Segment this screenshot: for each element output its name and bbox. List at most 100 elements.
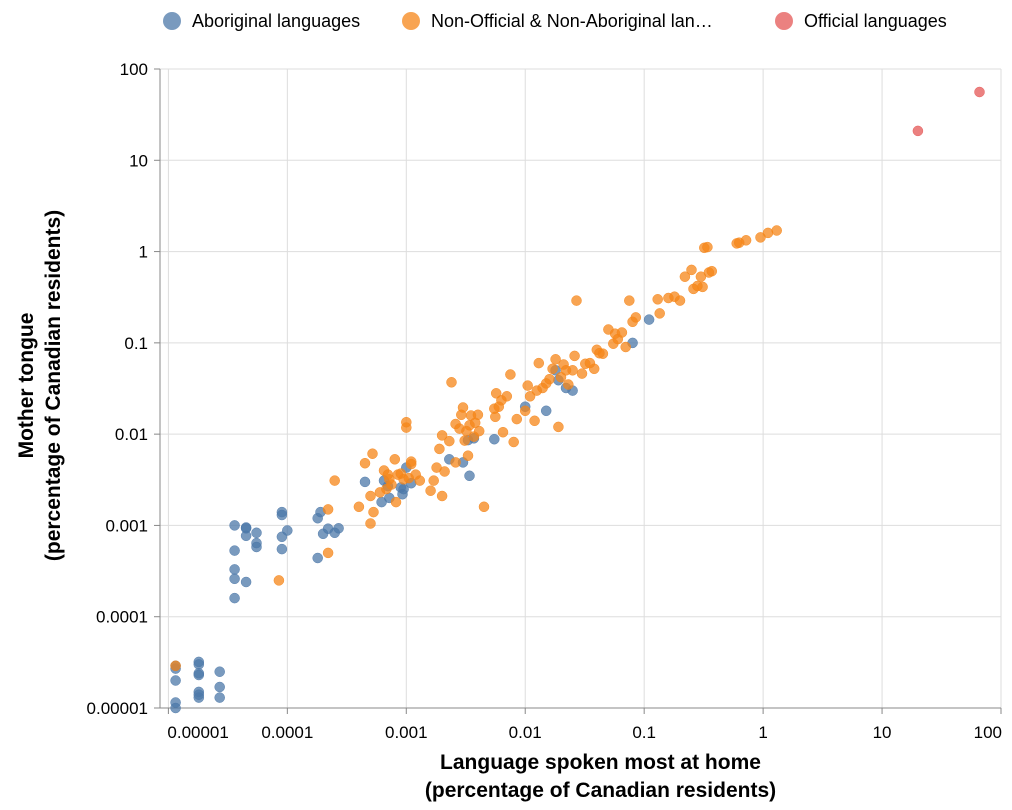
data-point	[434, 443, 445, 455]
data-point	[464, 470, 475, 482]
data-point	[251, 541, 262, 553]
data-point	[390, 496, 402, 508]
data-point	[706, 265, 718, 277]
data-point	[912, 125, 924, 137]
x-tick-label: 0.001	[385, 723, 428, 742]
y-tick-label: 0.01	[115, 425, 148, 444]
data-point	[762, 227, 774, 239]
y-tick-label: 100	[120, 60, 148, 79]
data-point	[478, 501, 490, 513]
x-tick-label: 0.0001	[261, 723, 313, 742]
data-point	[679, 271, 691, 282]
data-point	[563, 379, 574, 390]
y-tick-label: 0.0001	[96, 608, 148, 627]
legend-symbol	[775, 12, 793, 30]
data-point	[368, 506, 379, 518]
legend-item[interactable]: Non-Official & Non-Aboriginal lan…	[402, 11, 713, 31]
y-tick-label: 10	[129, 151, 148, 170]
y-axis-title: Mother tongue	[15, 313, 38, 459]
data-point	[229, 592, 240, 604]
data-point	[170, 660, 181, 672]
data-point	[459, 435, 470, 446]
legend-label: Aboriginal languages	[192, 11, 360, 31]
data-point	[193, 659, 205, 670]
data-point	[511, 413, 523, 425]
data-point	[353, 501, 365, 513]
data-point	[333, 523, 344, 534]
legend-item[interactable]: Aboriginal languages	[163, 11, 360, 31]
data-point	[439, 466, 450, 477]
data-point	[473, 425, 485, 437]
data-point	[553, 421, 564, 433]
legend-label: Official languages	[804, 11, 947, 31]
data-point	[276, 509, 288, 521]
legend-symbol	[163, 12, 181, 30]
legend-item[interactable]: Official languages	[775, 11, 947, 31]
x-tick-label: 0.00001	[167, 723, 228, 742]
data-point	[193, 692, 205, 703]
data-point	[620, 341, 631, 353]
data-point	[389, 454, 401, 465]
data-point	[428, 475, 439, 486]
grid	[160, 68, 1002, 709]
data-point	[571, 295, 582, 306]
data-point	[974, 86, 985, 98]
y-tick-label: 0.001	[105, 516, 148, 535]
data-point	[450, 457, 461, 468]
data-point	[533, 357, 545, 369]
data-point	[170, 675, 181, 686]
data-point	[616, 327, 628, 338]
data-point	[544, 373, 555, 385]
data-point	[405, 456, 417, 467]
data-point	[240, 576, 252, 588]
data-point	[740, 235, 752, 246]
data-point	[322, 504, 334, 515]
data-point	[329, 475, 340, 486]
data-point	[214, 692, 225, 703]
data-point	[214, 681, 225, 693]
data-point	[229, 573, 240, 585]
data-point	[240, 530, 252, 542]
data-point	[386, 479, 397, 490]
data-point	[702, 241, 713, 253]
data-point	[489, 433, 500, 445]
data-point	[472, 409, 484, 421]
data-point	[674, 295, 686, 306]
data-point	[359, 476, 371, 488]
data-point	[414, 475, 426, 486]
data-points	[170, 86, 985, 714]
data-point	[457, 402, 469, 413]
data-point	[576, 368, 588, 379]
data-point	[462, 450, 474, 461]
data-point	[524, 391, 536, 402]
data-point	[436, 430, 448, 441]
data-point	[312, 552, 323, 564]
data-point	[367, 448, 378, 459]
y-tick-label: 0.00001	[87, 699, 148, 718]
data-point	[501, 391, 513, 402]
x-tick-label: 0.01	[509, 723, 542, 742]
data-point	[652, 294, 663, 305]
data-point	[193, 669, 205, 681]
data-point	[771, 225, 782, 236]
data-point	[630, 312, 642, 323]
data-point	[567, 365, 578, 376]
x-tick-label: 10	[873, 723, 892, 742]
data-point	[643, 314, 655, 325]
data-point	[490, 411, 501, 423]
data-point	[359, 457, 371, 469]
data-point	[508, 436, 519, 448]
data-point	[597, 348, 609, 359]
data-point	[229, 520, 240, 531]
data-point	[519, 405, 531, 417]
data-point	[522, 380, 533, 391]
legend-label: Non-Official & Non-Aboriginal lan…	[431, 11, 713, 31]
data-point	[497, 426, 509, 438]
data-point	[624, 295, 635, 306]
axes: 0.00001 0.0001 0.001 0.01 0.1 1 10 100 0.00001 0.…	[87, 60, 1002, 742]
data-point	[686, 264, 697, 276]
legend-symbol	[402, 12, 420, 30]
data-point	[276, 543, 288, 555]
